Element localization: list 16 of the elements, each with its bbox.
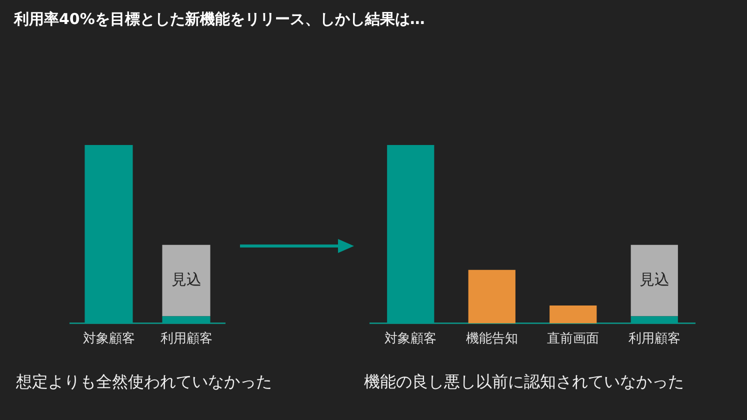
x-tick-label: 対象顧客 <box>384 330 437 347</box>
x-tick-label: 利用顧客 <box>628 330 680 347</box>
bar <box>630 316 678 324</box>
x-tick-label: 機能告知 <box>466 332 518 347</box>
x-tick-label: 直前画面 <box>547 332 600 347</box>
bar <box>550 306 597 324</box>
text: 想定よりも全然使われていなかった <box>16 372 272 393</box>
series-label: 見込 <box>639 270 670 288</box>
x-tick-label: 利用顧客 <box>160 330 212 347</box>
bar <box>630 244 678 316</box>
x-tick-label: 対象顧客 <box>82 330 135 347</box>
text: 機能の良し悪し以前に認知されていなかった <box>364 372 684 393</box>
series-label: 見込 <box>171 270 202 288</box>
bar <box>387 145 434 324</box>
bar <box>468 270 516 324</box>
chart-title: 利用率40%を目標とした新機能をリリース、しかし結果は… <box>14 10 425 29</box>
